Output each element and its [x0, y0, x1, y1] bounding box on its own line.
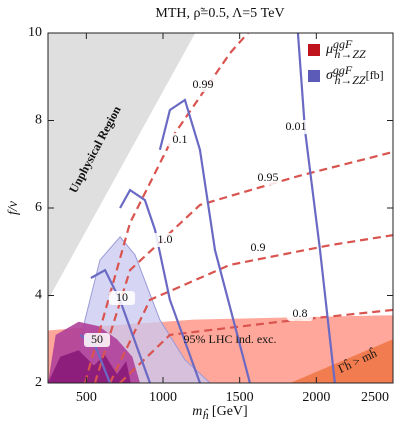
- x-tick-label: 1500: [226, 390, 254, 405]
- contour-label-bg: [283, 120, 309, 134]
- x-label-sub: ĥ: [202, 408, 209, 422]
- annotation: 95% LHC ind. exc.: [184, 332, 277, 346]
- chart-title: MTH, ρ̃=0.5, Λ=5 TeV: [155, 6, 284, 21]
- contour-line: [90, 268, 152, 383]
- contour-label-bg: [287, 307, 313, 321]
- x-tick-label: 1000: [149, 390, 177, 405]
- contour-line: [108, 234, 393, 383]
- contour-label-bg: [255, 171, 281, 185]
- x-axis-label: mĥ [GeV]: [192, 404, 247, 422]
- y-tick-label: 6: [35, 200, 42, 215]
- contour-label-bg: [190, 78, 216, 92]
- contour-label-bg: [152, 233, 178, 247]
- x-label-unit: [GeV]: [208, 404, 247, 419]
- contour-label: 0.8: [293, 306, 308, 320]
- contour-label: 0.95: [258, 170, 279, 184]
- x-label-main: m: [192, 404, 202, 419]
- contour-line: [93, 150, 393, 383]
- contour-line: [296, 33, 336, 383]
- contour-label-bg: [245, 241, 271, 255]
- x-tick-label: 2500: [361, 390, 389, 405]
- legend-swatch: [308, 70, 320, 82]
- region: [48, 33, 196, 300]
- region: [290, 339, 393, 383]
- legend-swatch: [308, 44, 320, 56]
- y-tick-label: 10: [28, 25, 42, 40]
- legend-main: μ: [325, 42, 333, 57]
- y-axis-label: f/v: [6, 200, 21, 215]
- contour-label-bg: [167, 133, 193, 147]
- legend-unit: [fb]: [366, 68, 384, 82]
- legend-sub: h→ZZ: [334, 47, 366, 61]
- y-tick-label: 2: [35, 375, 42, 390]
- contour-label-bg: [84, 333, 110, 347]
- contour-label: 0.01: [286, 119, 307, 133]
- contour-line: [119, 188, 201, 383]
- y-tick-label: 8: [35, 113, 42, 128]
- contour-label: 0.9: [251, 240, 266, 254]
- contour-label: 10: [116, 290, 128, 304]
- legend-text: σggF ĥ→ZZ[fb]: [326, 63, 384, 87]
- contour-label: 1.0: [158, 232, 173, 246]
- x-tick-label: 500: [76, 390, 97, 405]
- contour-label: 0.99: [193, 77, 214, 91]
- contour-line: [158, 98, 252, 383]
- contour-label: 50: [91, 332, 103, 346]
- y-tick-label: 4: [35, 288, 42, 303]
- x-tick-label: 2000: [302, 390, 330, 405]
- contour-line: [119, 308, 393, 383]
- legend-sub: ĥ→ZZ: [334, 73, 366, 87]
- legend-main: σ: [326, 68, 334, 83]
- plot-area: [48, 33, 393, 383]
- legend-text: μggF h→ZZ: [325, 37, 366, 61]
- contour-label-bg: [109, 291, 135, 305]
- legend-sup: ggF: [333, 63, 353, 77]
- contour-label: 0.1: [173, 132, 188, 146]
- legend-sup: ggF: [333, 37, 353, 51]
